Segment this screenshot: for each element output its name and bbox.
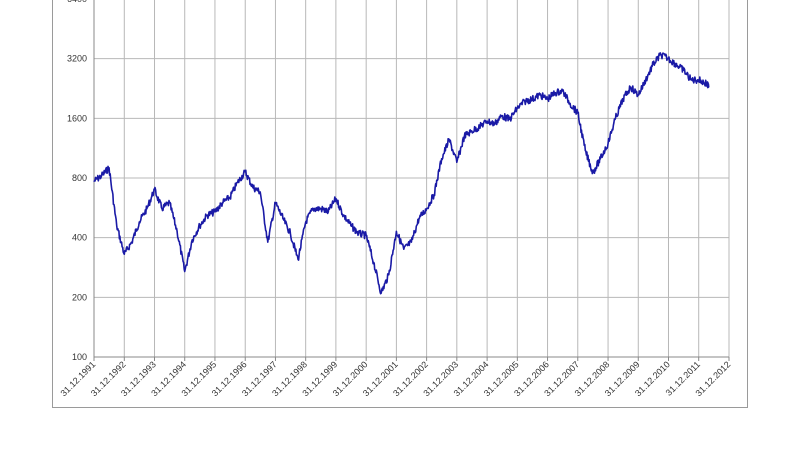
y-tick-label: 1600 [67, 113, 87, 123]
y-axis-ticks: 100 200 400 800 1600 3200 6400 [67, 0, 87, 362]
y-tick-label: 400 [72, 233, 87, 243]
data-point [123, 253, 125, 255]
data-point [388, 274, 390, 276]
data-point [116, 225, 118, 227]
data-point [229, 196, 231, 198]
y-tick-label: 800 [72, 173, 87, 183]
data-point [577, 112, 579, 114]
data-point [320, 208, 322, 210]
x-axis-ticks: 31.12.199131.12.199231.12.199331.12.1994… [58, 359, 732, 398]
data-point [660, 54, 662, 56]
data-point [146, 208, 148, 210]
data-point [486, 120, 488, 122]
data-point [305, 221, 307, 223]
data-point [569, 102, 571, 105]
data-point [237, 181, 239, 183]
data-point [645, 79, 647, 81]
data-point [546, 98, 549, 100]
grid [93, 0, 730, 361]
data-point [410, 241, 412, 243]
data-point [705, 82, 707, 84]
line-chart: 100 200 400 800 1600 3200 6400 31.12.199131.12… [58, 0, 732, 398]
data-point [539, 94, 541, 96]
data-point [614, 117, 617, 119]
data-point [501, 115, 503, 117]
data-point [244, 171, 246, 173]
data-point [214, 211, 216, 213]
y-tick-label: 100 [72, 352, 87, 362]
data-point [153, 188, 156, 191]
data-point [365, 234, 367, 237]
y-tick-label: 3200 [67, 54, 87, 64]
data-point [494, 123, 496, 125]
data-point [161, 208, 163, 210]
data-point [584, 150, 586, 152]
data-point [448, 139, 450, 141]
data-point [441, 158, 443, 160]
data-point [675, 63, 677, 65]
data-point [259, 191, 261, 193]
data-point [682, 69, 685, 71]
data-point [93, 180, 95, 182]
data-point [524, 100, 526, 102]
data-point [403, 248, 405, 250]
data-point [358, 232, 360, 235]
data-point [282, 217, 284, 220]
data-point [698, 79, 700, 81]
data-point [184, 270, 186, 273]
data-point [433, 194, 435, 196]
data-point [478, 126, 481, 128]
data-point [463, 135, 465, 137]
series-layer [93, 52, 710, 295]
data-point [131, 241, 133, 243]
data-point [599, 158, 602, 160]
data-point [342, 214, 344, 216]
data-point [289, 232, 291, 235]
data-point [592, 172, 594, 174]
y-tick-label: 6400 [67, 0, 87, 4]
data-point [138, 221, 140, 223]
data-point [395, 230, 397, 232]
data-point [516, 107, 518, 109]
data-point [168, 202, 171, 204]
data-point [630, 86, 632, 88]
data-point [252, 186, 254, 188]
data-point [312, 208, 314, 210]
data-point [297, 259, 299, 261]
data-point [327, 211, 329, 213]
data-point [554, 92, 556, 94]
data-point [350, 225, 352, 227]
data-point [622, 98, 624, 100]
data-point [561, 90, 564, 92]
series-line [93, 52, 710, 295]
data-point [373, 261, 375, 263]
data-point [690, 79, 692, 81]
data-point [221, 202, 224, 204]
data-point [531, 98, 533, 100]
data-point [509, 118, 511, 120]
data-point [108, 167, 110, 169]
data-point [100, 175, 103, 177]
y-tick-label: 200 [72, 292, 87, 302]
data-point [708, 86, 710, 88]
data-point [456, 161, 458, 163]
data-point [176, 230, 178, 232]
data-point [191, 239, 193, 241]
data-point [274, 202, 277, 204]
data-point [667, 58, 670, 60]
data-point [418, 217, 420, 220]
data-point [471, 130, 473, 132]
data-point [637, 94, 639, 96]
chart-frame: 100 200 400 800 1600 3200 6400 31.12.199131.12… [52, 0, 748, 408]
data-point [267, 241, 269, 243]
data-point [199, 225, 201, 227]
data-point [335, 198, 337, 200]
data-point [380, 292, 382, 294]
data-point [607, 142, 609, 144]
data-point [426, 208, 428, 210]
data-point [652, 63, 654, 65]
data-point [206, 214, 208, 216]
